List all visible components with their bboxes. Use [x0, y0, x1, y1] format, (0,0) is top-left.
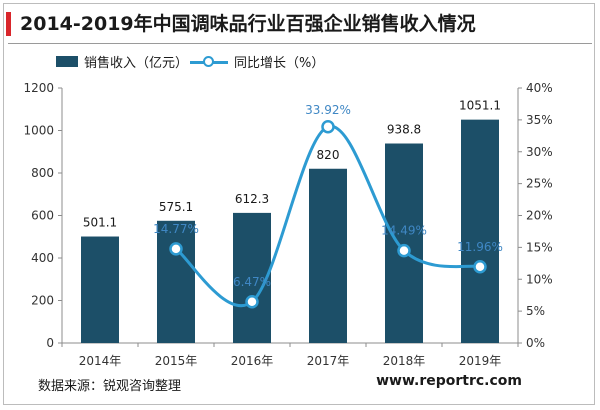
bar-value-label: 575.1 [159, 200, 193, 214]
bar-4 [385, 143, 423, 343]
title-accent-bar [6, 12, 11, 36]
right-tick-label: 25% [526, 177, 553, 191]
bar-0 [81, 236, 119, 343]
growth-value-label: 6.47% [233, 275, 271, 289]
left-tick-label: 600 [31, 209, 54, 223]
x-tick-label: 2015年 [155, 354, 198, 368]
title-divider [8, 43, 592, 44]
right-tick-label: 40% [526, 81, 553, 95]
bar-value-label: 820 [317, 148, 340, 162]
bar-5 [461, 119, 499, 343]
left-tick-label: 400 [31, 251, 54, 265]
left-tick-label: 200 [31, 294, 54, 308]
bar-2 [233, 212, 271, 343]
right-tick-label: 20% [526, 209, 553, 223]
x-tick-label: 2014年 [79, 354, 122, 368]
growth-value-label: 14.77% [153, 222, 199, 236]
left-tick-label: 0 [46, 336, 54, 350]
x-tick-label: 2018年 [383, 354, 426, 368]
x-tick-label: 2019年 [459, 354, 502, 368]
right-tick-label: 15% [526, 240, 553, 254]
right-tick-label: 5% [526, 304, 545, 318]
bar-3 [309, 168, 347, 343]
growth-value-label: 11.96% [457, 240, 503, 254]
bar-value-label: 501.1 [83, 216, 117, 230]
right-tick-label: 0% [526, 336, 545, 350]
bar-value-label: 1051.1 [459, 99, 501, 113]
bar-1 [157, 220, 195, 343]
right-tick-label: 30% [526, 145, 553, 159]
source-note: 数据来源：锐观咨询整理 [38, 379, 182, 394]
growth-point-1 [169, 242, 183, 256]
left-tick-label: 1200 [23, 81, 54, 95]
x-tick-label: 2017年 [307, 354, 350, 368]
bar-value-label: 612.3 [235, 192, 269, 206]
growth-value-label: 33.92% [305, 103, 351, 117]
growth-point-2 [245, 295, 259, 309]
chart-frame [3, 3, 595, 405]
bar-value-label: 938.8 [387, 123, 421, 137]
x-tick-label: 2016年 [231, 354, 274, 368]
left-tick-label: 1000 [23, 124, 54, 138]
right-tick-label: 35% [526, 113, 553, 127]
growth-point-4 [397, 243, 411, 258]
growth-point-5 [473, 260, 487, 274]
chart-title: 2014-2019年中国调味品行业百强企业销售收入情况 [20, 13, 476, 35]
left-tick-label: 800 [31, 166, 54, 180]
right-tick-label: 10% [526, 272, 553, 286]
growth-point-3 [321, 120, 335, 134]
website-url: www.reportrc.com [376, 373, 522, 389]
growth-value-label: 14.49% [381, 224, 427, 238]
